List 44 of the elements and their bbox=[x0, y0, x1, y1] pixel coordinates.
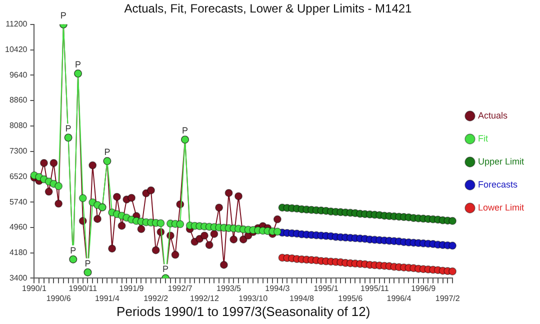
x-tick-label: 1990/6 bbox=[46, 294, 72, 303]
x-tick-label: 1997/2 bbox=[435, 294, 460, 303]
x-tick-label: 1990/11 bbox=[68, 284, 98, 294]
y-tick-label: 8860 bbox=[9, 96, 28, 105]
annotation: P bbox=[162, 264, 169, 274]
y-tick-label: 4960 bbox=[9, 222, 28, 232]
legend-label: Actuals bbox=[478, 110, 508, 120]
annotation: P bbox=[84, 258, 91, 268]
y-tick-label: 7300 bbox=[9, 146, 28, 156]
y-tick-label: 6520 bbox=[9, 172, 28, 181]
x-tick-label: 1992/12 bbox=[190, 294, 220, 303]
y-tick-label: 3400 bbox=[9, 273, 28, 282]
legend-label: Forecasts bbox=[478, 179, 518, 190]
x-tick-label: 1991/4 bbox=[94, 294, 120, 303]
y-tick-label: 8080 bbox=[9, 121, 28, 130]
x-tick-label: 1995/11 bbox=[360, 284, 390, 294]
x-axis-title: Periods 1990/1 to 1997/3(Seasonality of 12) bbox=[116, 304, 370, 319]
annotation: P bbox=[75, 60, 82, 70]
legend-label: Fit bbox=[478, 133, 488, 144]
x-tick-label: 1994/8 bbox=[289, 294, 315, 303]
y-tick-label: 11200 bbox=[6, 20, 28, 29]
legend-label: Lower Limit bbox=[478, 202, 524, 212]
y-tick-label: 9640 bbox=[9, 70, 28, 80]
chart-title: Actuals, Fit, Forecasts, Lower & Upper Limits - M1421 bbox=[124, 2, 412, 16]
x-tick-label: 1996/4 bbox=[386, 294, 412, 303]
x-tick-label: 1994/3 bbox=[265, 284, 290, 294]
x-tick-label: 1993/5 bbox=[216, 284, 242, 294]
legend-label: Upper Limit bbox=[478, 156, 524, 166]
annotation: P bbox=[182, 126, 188, 136]
x-tick-label: 1996/9 bbox=[411, 284, 436, 294]
x-tick-label: 1991/9 bbox=[119, 284, 144, 294]
x-tick-label: 1990/1 bbox=[22, 284, 48, 294]
x-tick-label: 1992/7 bbox=[168, 284, 193, 294]
annotation: P bbox=[104, 147, 110, 158]
x-tick-label: 1992/2 bbox=[144, 294, 169, 303]
annotation: P bbox=[65, 124, 72, 134]
y-tick-label: 5740 bbox=[9, 197, 28, 206]
x-tick-label: 1995/1 bbox=[314, 284, 339, 294]
annotation: P bbox=[60, 10, 66, 20]
x-tick-label: 1993/10 bbox=[238, 294, 268, 303]
y-tick-label: 10420 bbox=[4, 44, 28, 54]
y-tick-label: 4180 bbox=[9, 248, 28, 258]
x-tick-label: 1995/6 bbox=[338, 294, 364, 303]
annotation: P bbox=[70, 245, 76, 256]
